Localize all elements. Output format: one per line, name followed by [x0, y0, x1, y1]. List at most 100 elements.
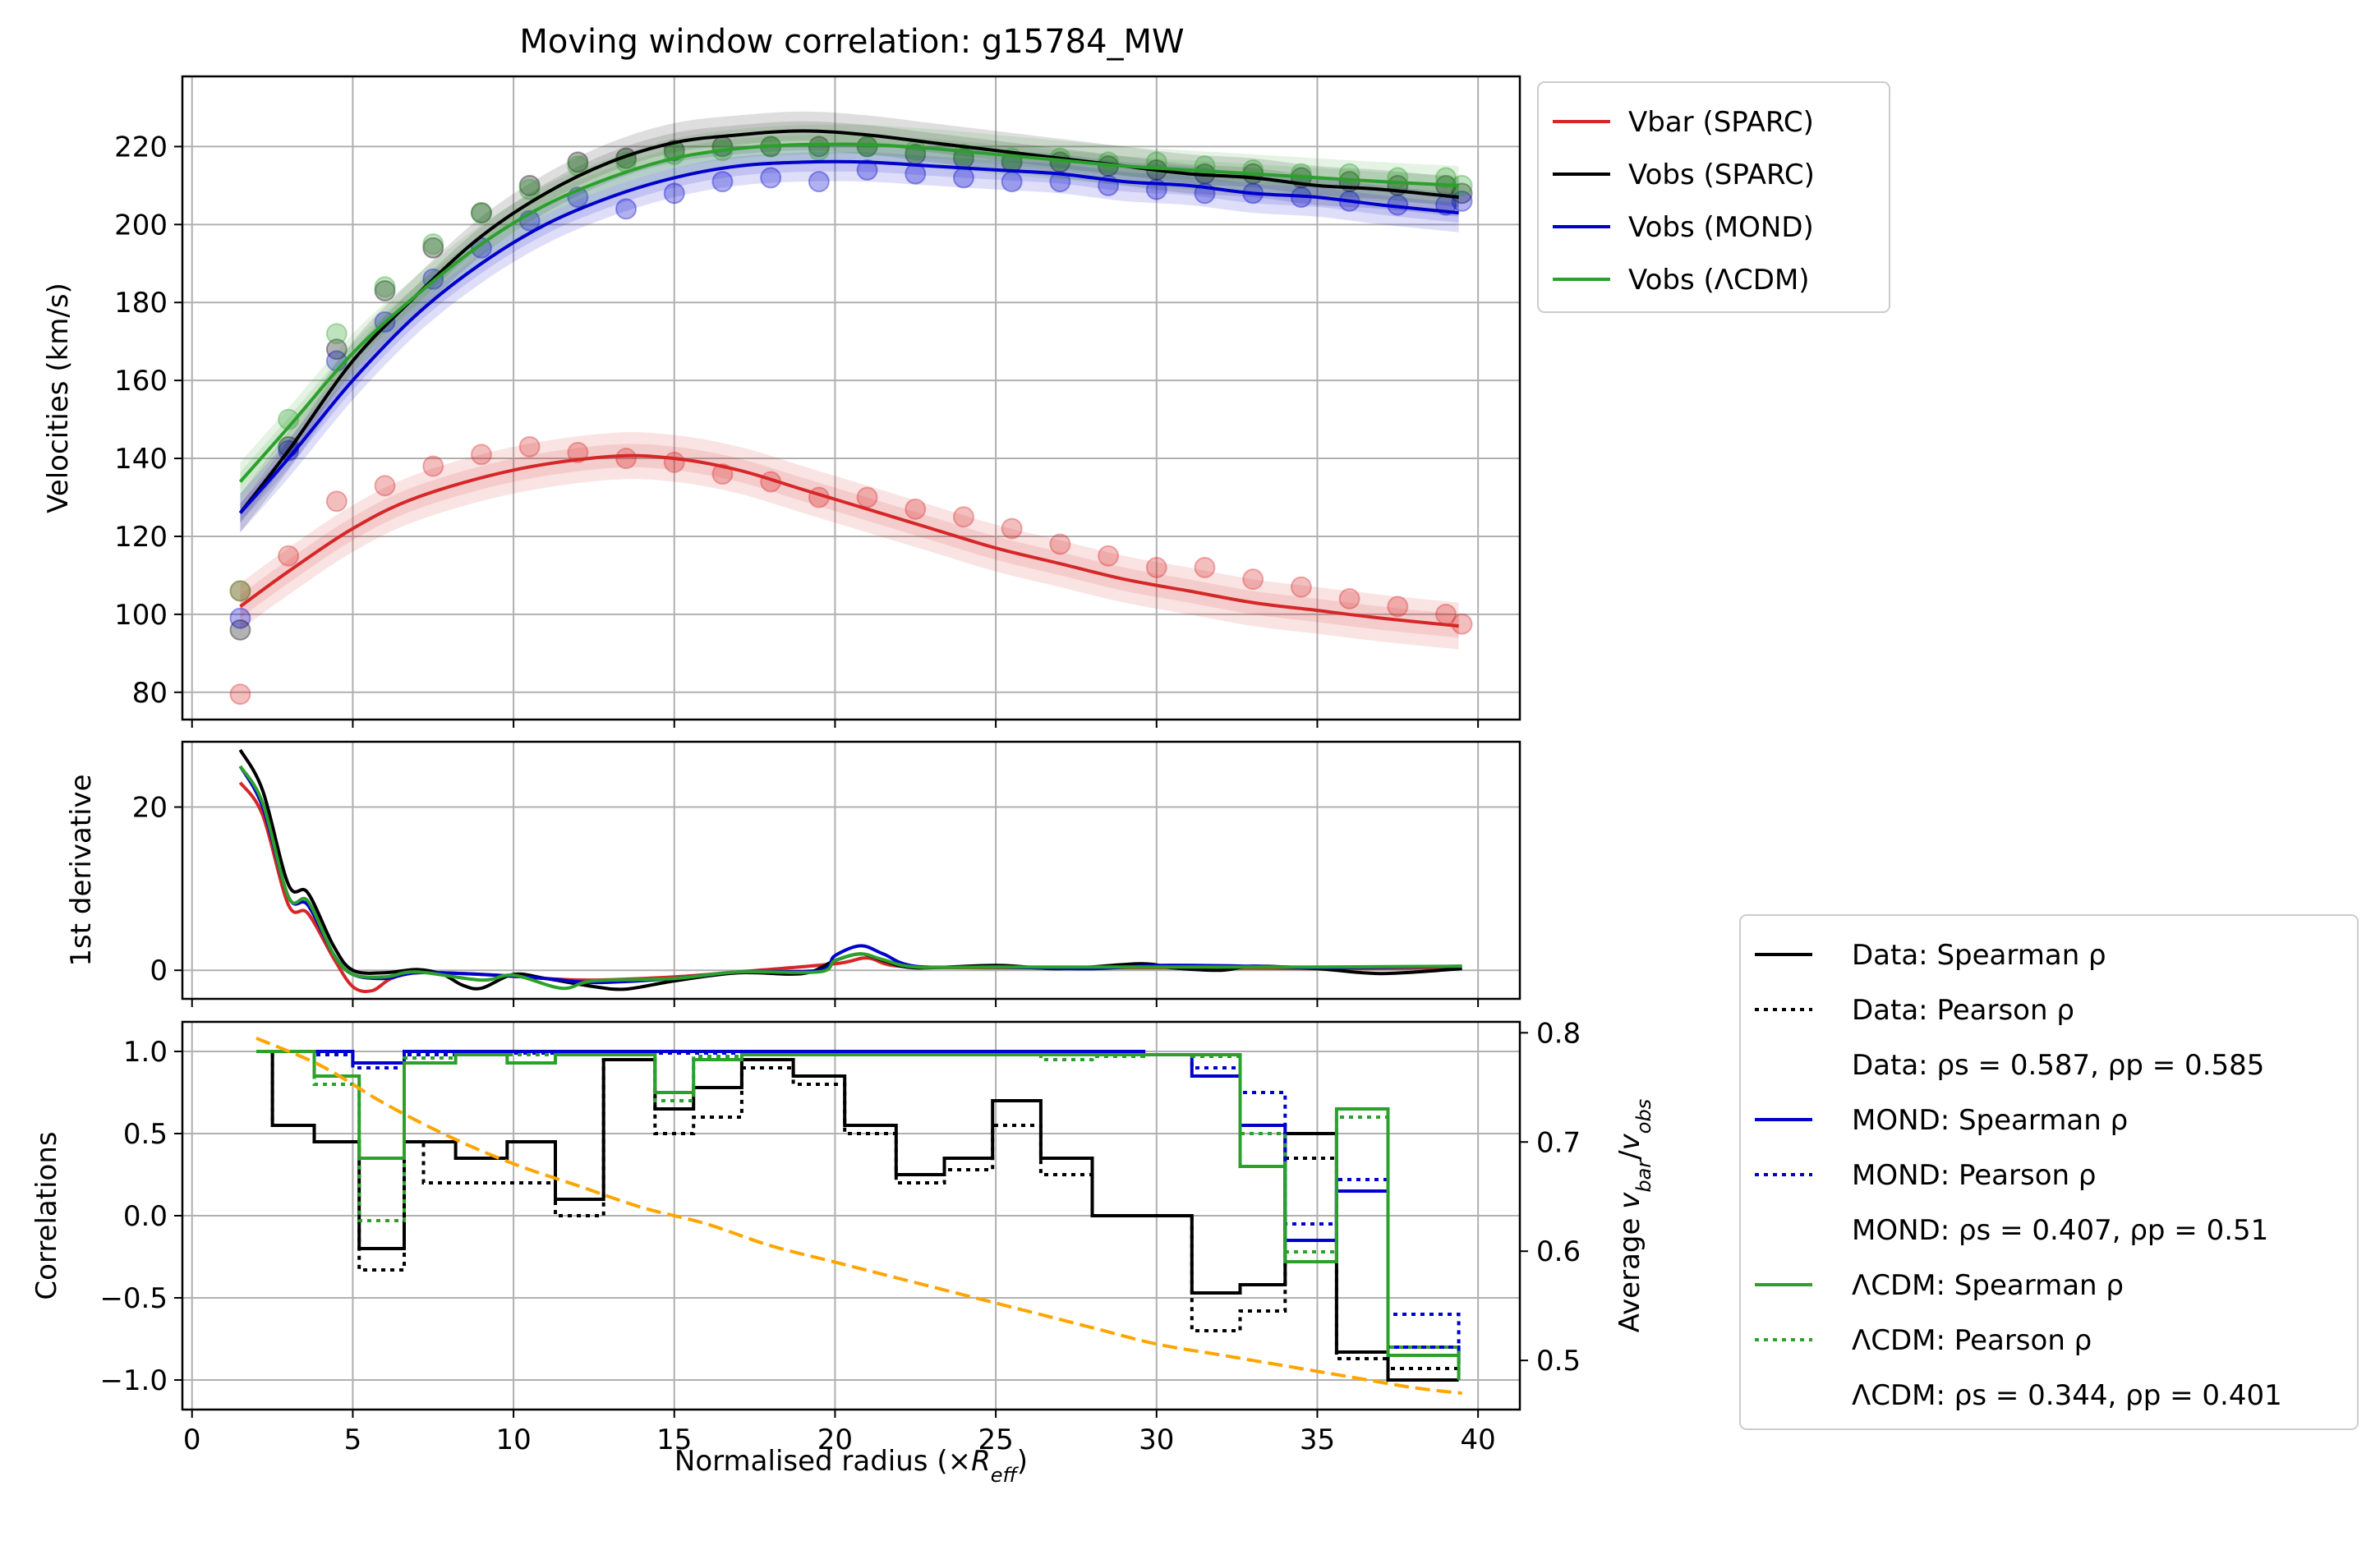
legend-label: ΛCDM: Spearman ρ	[1852, 1269, 2124, 1302]
data-point	[470, 444, 492, 466]
y-axis-label: Correlations	[30, 1131, 63, 1300]
data-point	[1290, 163, 1312, 185]
data-point	[1387, 596, 1409, 618]
x-tick-label: 5	[344, 1424, 362, 1456]
uncertainty-band-inner	[240, 444, 1459, 638]
y-tick-label: −0.5	[99, 1282, 168, 1315]
data-point	[229, 580, 251, 602]
x-tick-label: 40	[1460, 1424, 1495, 1456]
data-point	[1338, 587, 1360, 610]
y-tick-label: 160	[114, 365, 168, 398]
correlation-line-5	[256, 1050, 1461, 1372]
x-tick-label: 30	[1139, 1424, 1174, 1456]
x-tick-label: 15	[656, 1424, 692, 1456]
data-point	[952, 506, 974, 528]
legend-label: Vobs (SPARC)	[1628, 159, 1815, 191]
derivative-line-2	[238, 765, 1462, 985]
y-tick-label: 140	[114, 443, 168, 476]
legend-label: Vbar (SPARC)	[1628, 106, 1814, 139]
data-point	[278, 545, 300, 567]
y2-tick-label: 0.6	[1536, 1235, 1581, 1268]
fit-line-0	[239, 453, 1459, 628]
uncertainty-band-inner	[240, 134, 1459, 492]
data-point	[663, 451, 685, 473]
correlation-line-4	[256, 1050, 1461, 1380]
data-point	[615, 448, 638, 470]
y2-tick-label: 0.7	[1536, 1126, 1581, 1159]
data-point	[374, 280, 396, 301]
data-point	[1098, 545, 1120, 567]
data-point	[760, 167, 782, 189]
y-tick-label: 120	[114, 521, 168, 554]
data-point	[229, 683, 251, 706]
legend-label: Data: Pearson ρ	[1852, 994, 2074, 1027]
x-axis-label: Normalised radius (×Reff)	[674, 1445, 1028, 1487]
data-point	[470, 202, 492, 224]
fit-line-2	[238, 159, 1459, 514]
y-tick-label: 180	[114, 287, 168, 320]
data-point	[422, 455, 444, 477]
data-point	[711, 171, 734, 193]
x-tick-label: 20	[817, 1424, 853, 1456]
data-point	[1434, 167, 1457, 189]
data-point	[1194, 556, 1216, 578]
correlation-line-2	[256, 1050, 1461, 1364]
series-2	[229, 142, 1473, 629]
y-tick-label: 100	[114, 599, 168, 632]
data-point	[856, 159, 878, 181]
data-point	[905, 140, 927, 162]
x-tick-label: 25	[978, 1424, 1013, 1456]
derivative-line-3	[238, 765, 1462, 991]
data-point	[374, 475, 396, 497]
data-point	[422, 237, 444, 259]
data-point	[229, 580, 251, 602]
legend-label: Data: Spearman ρ	[1852, 939, 2106, 972]
y-tick-label: 0.0	[123, 1200, 168, 1233]
y-axis-label: Velocities (km/s)	[42, 283, 75, 513]
y-tick-label: −1.0	[99, 1364, 168, 1397]
uncertainty-band	[240, 142, 1459, 533]
x-tick-label: 35	[1300, 1424, 1335, 1456]
data-point	[905, 498, 927, 520]
legend-frame	[1739, 914, 2359, 1430]
legend-bottom: Data: Spearman ρ Data: Pearson ρ Data: ρs …	[1739, 914, 2359, 1430]
legend-label: Vobs (ΛCDM)	[1628, 264, 1810, 297]
data-point	[663, 140, 685, 162]
derivative-line-0	[238, 781, 1462, 993]
legend-label: Vobs (MOND)	[1628, 211, 1814, 244]
data-point	[808, 136, 830, 158]
data-point	[1001, 518, 1023, 540]
data-point	[567, 151, 589, 173]
data-point	[1049, 533, 1071, 555]
data-point	[518, 435, 541, 458]
data-point	[856, 486, 878, 508]
series-0	[229, 432, 1473, 706]
data-point	[856, 136, 878, 158]
legend-label: MOND: Pearson ρ	[1852, 1159, 2096, 1192]
y-axis-label: 1st derivative	[65, 774, 98, 966]
data-point	[325, 490, 348, 513]
fit-line-3	[238, 142, 1459, 483]
y2-tick-label: 0.5	[1536, 1345, 1581, 1378]
data-point	[1145, 556, 1167, 578]
legend-frame	[1537, 81, 1890, 313]
y-tick-label: 0	[150, 954, 168, 987]
data-point	[1290, 576, 1312, 598]
y-tick-label: 0.5	[123, 1118, 168, 1151]
y-tick-label: 220	[114, 131, 168, 163]
data-point	[1049, 171, 1071, 193]
data-point	[1242, 568, 1264, 591]
chart-title: Moving window correlation: g15784_MW	[519, 23, 1184, 61]
data-point	[518, 178, 541, 200]
uncertainty-band	[240, 432, 1459, 650]
legend-stat-label: ΛCDM: ρs = 0.344, ρp = 0.401	[1852, 1379, 2282, 1412]
data-point	[615, 198, 638, 220]
axes-frame-1	[181, 740, 1521, 1000]
y2-axis-label: Average vbar/vobs	[1614, 1099, 1655, 1332]
data-point	[470, 202, 492, 224]
data-point	[1387, 167, 1409, 189]
data-point	[518, 174, 541, 196]
ratio-line	[255, 1037, 1462, 1396]
